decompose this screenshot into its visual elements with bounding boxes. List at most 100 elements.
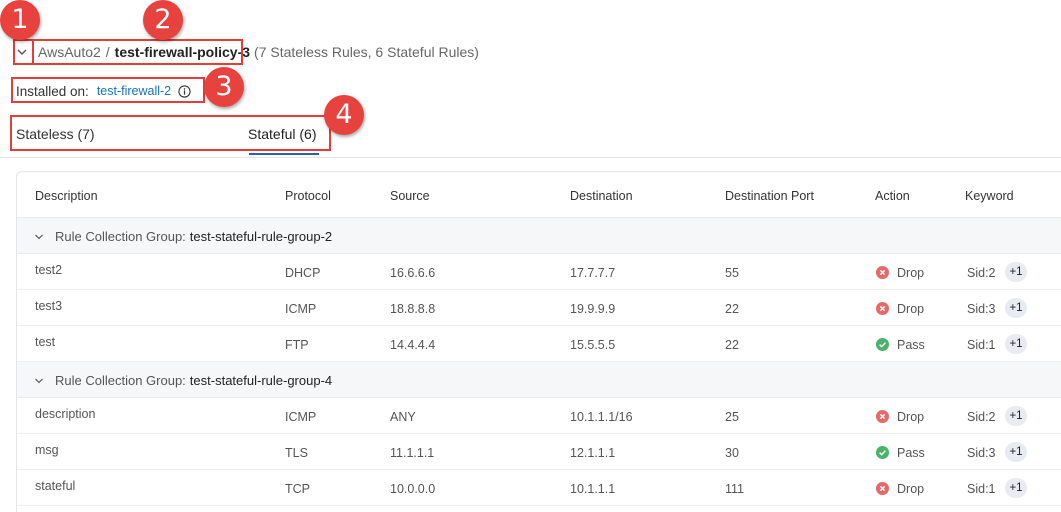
cell-keyword: Sid:2: [967, 410, 996, 424]
chevron-down-icon[interactable]: [34, 232, 44, 242]
x-circle-icon: [876, 482, 889, 495]
more-keywords-badge[interactable]: +1: [1005, 478, 1027, 498]
check-circle-icon: [876, 446, 889, 459]
table-row[interactable]: description ICMP ANY 10.1.1.1/16 25 Drop Sid:2…: [17, 398, 1061, 434]
cell-destination: 10.1.1.1: [570, 482, 616, 496]
cell-protocol: DHCP: [285, 266, 321, 280]
callout-2: 2: [143, 0, 183, 40]
tab-stateful[interactable]: Stateful (6): [248, 126, 317, 142]
column-action[interactable]: Action: [875, 189, 910, 203]
breadcrumb-separator: /: [105, 44, 110, 60]
breadcrumb-current: test-firewall-policy-3: [114, 44, 251, 60]
cell-protocol: FTP: [285, 338, 309, 352]
rule-group-header: Rule Collection Group: test-stateful-rule…: [34, 373, 332, 388]
cell-protocol: TCP: [285, 482, 310, 496]
group-name: test-stateful-rule-group-4: [189, 373, 333, 388]
cell-keyword: Sid:2: [967, 266, 996, 280]
column-destination-port[interactable]: Destination Port: [725, 189, 814, 203]
more-keywords-badge[interactable]: +1: [1005, 298, 1027, 318]
rules-table: Description Protocol Source Destination …: [16, 171, 1061, 512]
cell-port: 111: [725, 482, 745, 496]
policy-header: AwsAuto2 / test-firewall-policy-3 (7 Sta…: [14, 41, 479, 63]
firewall-link[interactable]: test-firewall-2: [96, 84, 172, 98]
cell-description: test: [35, 335, 56, 349]
highlight-box-1: [13, 39, 34, 65]
cell-description: test3: [35, 299, 63, 313]
tabs-divider: [0, 157, 1061, 158]
cell-keyword: Sid:1: [967, 482, 996, 496]
cell-port: 22: [725, 302, 739, 316]
cell-port: 30: [725, 446, 739, 460]
info-icon[interactable]: [178, 84, 191, 98]
installed-on-label: Installed on:: [16, 83, 89, 99]
cell-keyword: Sid:3: [967, 446, 996, 460]
chevron-down-icon[interactable]: [14, 44, 30, 60]
cell-source: 11.1.1.1: [390, 446, 435, 460]
cell-source: 10.0.0.0: [390, 482, 436, 496]
more-keywords-badge[interactable]: +1: [1005, 442, 1027, 462]
column-destination[interactable]: Destination: [570, 189, 633, 203]
highlight-box-2: [32, 39, 243, 65]
group-label: Rule Collection Group:: [55, 373, 186, 388]
rule-count-summary: (7 Stateless Rules, 6 Stateful Rules): [254, 44, 479, 60]
table-row[interactable]: stateful TCP 10.0.0.0 10.1.1.1 111 Drop Sid:1 +…: [17, 470, 1061, 506]
column-protocol[interactable]: Protocol: [285, 189, 331, 203]
more-keywords-badge[interactable]: +1: [1005, 262, 1027, 282]
table-row[interactable]: test3 ICMP 18.8.8.8 19.9.9.9 22 Drop Sid:3 +1: [17, 290, 1061, 326]
rule-group-row[interactable]: Rule Collection Group: test-stateful-rule…: [17, 362, 1061, 398]
table-row[interactable]: test FTP 14.4.4.4 15.5.5.5 22 Pass Sid:1 +1: [17, 326, 1061, 362]
cell-description: msg: [35, 443, 59, 457]
highlight-box-3: [11, 77, 205, 103]
cell-destination: 17.7.7.7: [570, 266, 616, 280]
breadcrumb-parent[interactable]: AwsAuto2: [38, 44, 101, 60]
cell-description: description: [35, 407, 96, 421]
callout-4: 4: [324, 95, 364, 135]
check-circle-icon: [876, 338, 889, 351]
table-header: Description Protocol Source Destination …: [17, 172, 1061, 218]
x-circle-icon: [876, 410, 889, 423]
active-tab-indicator: [249, 153, 319, 155]
cell-destination: 15.5.5.5: [570, 338, 616, 352]
cell-protocol: ICMP: [285, 302, 317, 316]
cell-description: stateful: [35, 479, 76, 493]
cell-protocol: ICMP: [285, 410, 317, 424]
column-keyword[interactable]: Keyword: [965, 189, 1014, 203]
x-circle-icon: [876, 302, 889, 315]
cell-protocol: TLS: [285, 446, 308, 460]
cell-action: Pass: [897, 338, 925, 352]
group-label: Rule Collection Group:: [55, 229, 186, 244]
cell-keyword: Sid:3: [967, 302, 996, 316]
cell-action: Drop: [897, 482, 925, 496]
tab-stateless[interactable]: Stateless (7): [16, 126, 95, 142]
cell-source: ANY: [390, 410, 416, 424]
highlight-box-4: [10, 115, 331, 151]
column-description[interactable]: Description: [35, 189, 98, 203]
cell-port: 55: [725, 266, 739, 280]
cell-port: 25: [725, 410, 739, 424]
cell-destination: 10.1.1.1/16: [570, 410, 633, 424]
cell-destination: 19.9.9.9: [570, 302, 616, 316]
table-row[interactable]: msg TLS 11.1.1.1 12.1.1.1 30 Pass Sid:3 +1: [17, 434, 1061, 470]
cell-source: 18.8.8.8: [390, 302, 436, 316]
cell-action: Drop: [897, 266, 925, 280]
cell-action: Drop: [897, 410, 925, 424]
group-name: test-stateful-rule-group-2: [189, 229, 333, 244]
cell-description: test2: [35, 263, 63, 277]
cell-action: Pass: [897, 446, 925, 460]
installed-on: Installed on: test-firewall-2: [16, 80, 191, 102]
more-keywords-badge[interactable]: +1: [1005, 334, 1027, 354]
callout-3: 3: [204, 67, 244, 107]
cell-destination: 12.1.1.1: [570, 446, 616, 460]
callout-1: 1: [0, 0, 40, 40]
cell-action: Drop: [897, 302, 925, 316]
cell-source: 16.6.6.6: [390, 266, 436, 280]
cell-port: 22: [725, 338, 739, 352]
table-row[interactable]: test2 DHCP 16.6.6.6 17.7.7.7 55 Drop Sid:2 +1: [17, 254, 1061, 290]
column-source[interactable]: Source: [390, 189, 430, 203]
rule-group-row[interactable]: Rule Collection Group: test-stateful-rule…: [17, 218, 1061, 254]
cell-source: 14.4.4.4: [390, 338, 436, 352]
rule-group-header: Rule Collection Group: test-stateful-rule…: [34, 229, 332, 244]
chevron-down-icon[interactable]: [34, 376, 44, 386]
more-keywords-badge[interactable]: +1: [1005, 406, 1027, 426]
x-circle-icon: [876, 266, 889, 279]
